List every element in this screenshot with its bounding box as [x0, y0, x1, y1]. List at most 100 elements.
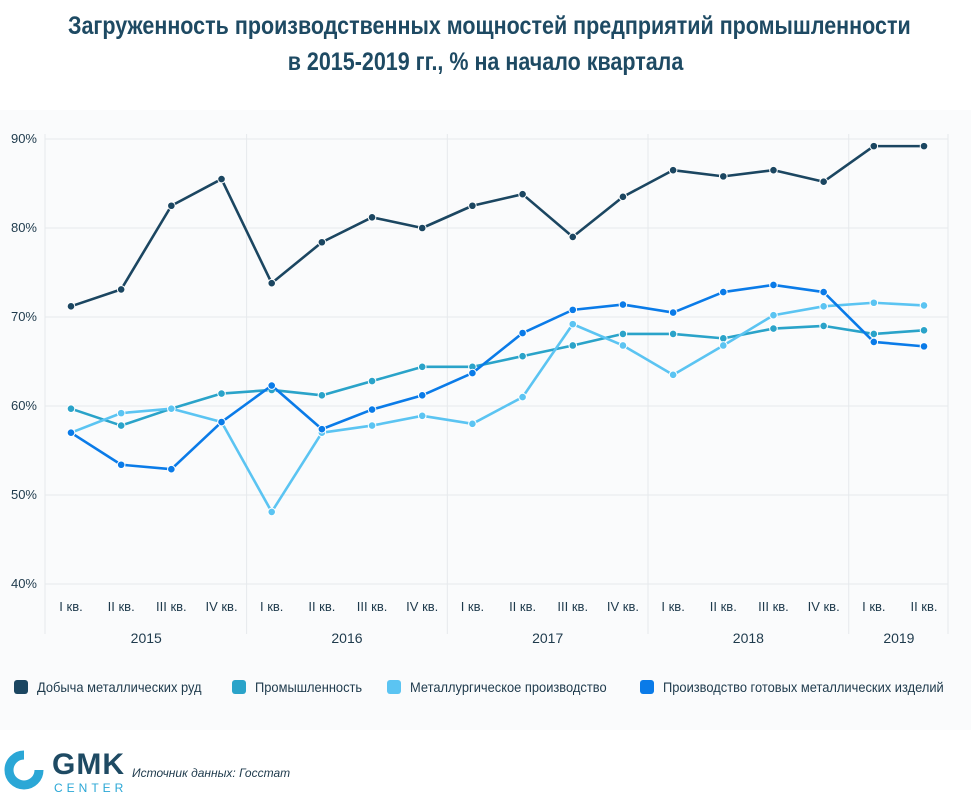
data-point [618, 300, 628, 309]
data-point [417, 391, 427, 400]
legend-item-industry[interactable]: Промышленность [231, 679, 371, 695]
legend-item-metallurgy[interactable]: Металлургическое производство [387, 679, 624, 695]
x-tick-label: IV кв. [808, 599, 840, 614]
data-point [668, 308, 678, 317]
data-point [518, 328, 527, 338]
x-tick-label: III кв. [357, 599, 388, 614]
y-tick-label: 40% [11, 576, 37, 591]
data-point [367, 213, 377, 222]
logo-subtext: CENTER [54, 781, 128, 795]
legend-item-ore-mining[interactable]: Добыча металлических руд [14, 679, 216, 695]
gmk-center-logo[interactable]: GMK CENTER [4, 748, 124, 798]
data-point [518, 351, 527, 361]
legend-label: Металлургическое производство [410, 679, 607, 695]
data-point [267, 278, 277, 288]
data-point [518, 189, 527, 199]
series-line [69, 301, 926, 514]
data-point [919, 301, 929, 310]
data-point [518, 392, 527, 402]
data-point [267, 507, 277, 517]
data-point [317, 237, 327, 247]
data-point [417, 362, 427, 372]
data-point [167, 404, 176, 413]
data-point [116, 421, 126, 430]
legend-swatch [14, 680, 28, 694]
data-point [668, 329, 678, 339]
data-point [417, 411, 427, 421]
data-point [919, 141, 929, 151]
x-tick-label: I кв. [59, 599, 82, 614]
x-tick-label: II кв. [910, 599, 937, 614]
data-point [668, 370, 678, 380]
legend-swatch [640, 680, 655, 694]
data-point [769, 165, 778, 175]
logo-ring-icon [4, 750, 44, 790]
data-point [66, 302, 76, 311]
data-point [217, 174, 226, 184]
data-point [568, 341, 578, 350]
x-tick-label: I кв. [260, 599, 283, 614]
data-point [468, 368, 477, 378]
data-point [769, 310, 778, 320]
x-tick-label: III кв. [758, 599, 789, 614]
data-point [819, 287, 828, 297]
legend-label: Производство готовых металлических издел… [663, 679, 944, 695]
data-point [367, 421, 377, 430]
data-point [468, 419, 477, 429]
y-tick-label: 90% [11, 131, 37, 146]
y-tick-label: 50% [11, 487, 37, 502]
series-line [69, 144, 926, 308]
data-point [718, 287, 728, 297]
data-point [66, 428, 76, 438]
data-point [869, 329, 879, 339]
legend-label: Промышленность [254, 679, 363, 695]
data-point [618, 341, 628, 350]
data-point [317, 391, 327, 400]
x-tick-label: I кв. [661, 599, 684, 614]
legend-item-metal-products[interactable]: Производство готовых металлических издел… [640, 679, 968, 695]
year-label: 2018 [733, 630, 764, 646]
year-label: 2017 [532, 630, 563, 646]
y-tick-label: 60% [11, 398, 37, 413]
year-label: 2016 [331, 630, 362, 646]
data-point [167, 464, 176, 474]
data-point [116, 285, 126, 294]
data-point [66, 404, 76, 413]
data-point [568, 319, 578, 329]
data-point [116, 460, 126, 470]
source-note: Источник данных: Госстат [132, 766, 291, 780]
data-point [819, 177, 828, 187]
x-tick-label: III кв. [156, 599, 187, 614]
x-tick-label: I кв. [461, 599, 484, 614]
data-point [718, 172, 728, 181]
year-label: 2019 [883, 630, 914, 646]
x-tick-label: II кв. [108, 599, 135, 614]
x-tick-label: II кв. [710, 599, 737, 614]
x-tick-label: IV кв. [406, 599, 438, 614]
series-line [69, 283, 926, 471]
legend-label: Добыча металлических руд [37, 679, 202, 695]
data-point [869, 298, 879, 308]
x-tick-label: IV кв. [205, 599, 237, 614]
data-point [217, 389, 226, 398]
data-point [417, 223, 427, 233]
series-line [69, 324, 926, 427]
chart-title-line2: в 2015-2019 гг., % на начало квартала [287, 48, 684, 76]
data-point [668, 165, 678, 175]
chart-panel [0, 110, 971, 730]
chart-title-line1: Загруженность производственных мощностей… [67, 12, 911, 40]
x-tick-label: IV кв. [607, 599, 639, 614]
data-point [568, 232, 578, 242]
data-point [618, 329, 628, 339]
data-point [568, 305, 578, 315]
data-point [819, 302, 828, 311]
x-tick-label: I кв. [862, 599, 885, 614]
data-point [919, 342, 929, 351]
logo-text: GMK [52, 748, 125, 781]
data-point [317, 424, 327, 434]
data-point [769, 324, 778, 333]
data-point [468, 201, 477, 211]
data-point [819, 321, 828, 331]
data-point [367, 405, 377, 414]
